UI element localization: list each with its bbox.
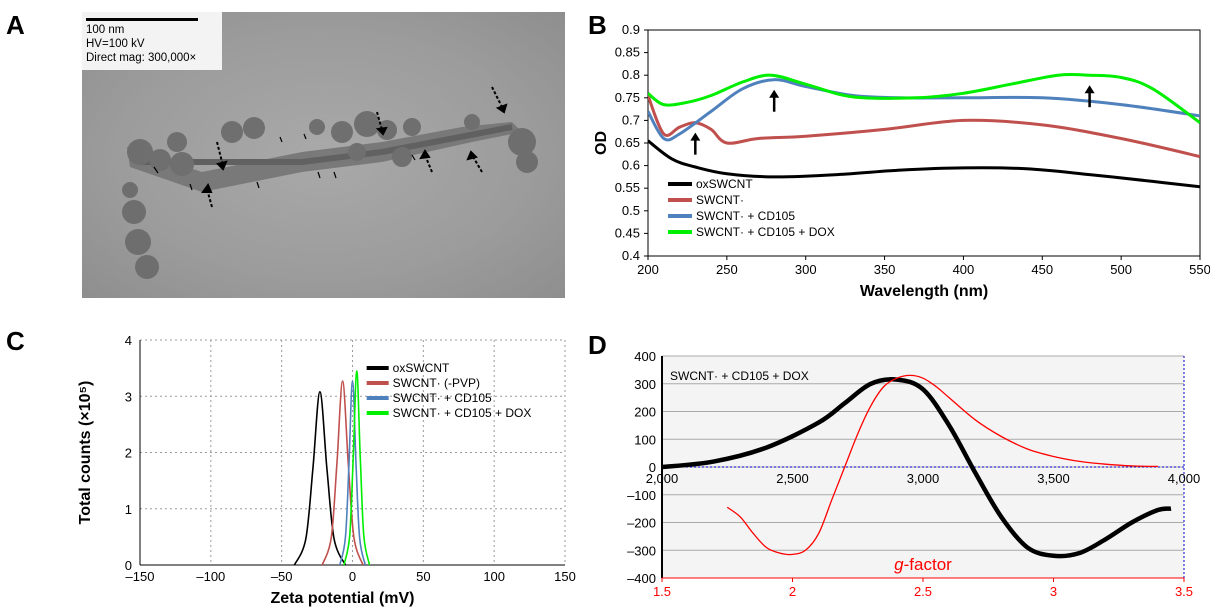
y-tick-label: 0.55 [615, 180, 640, 195]
voltage-label: HV=100 kV [86, 38, 145, 50]
y-tick-label: 300 [634, 377, 656, 392]
magnification-label: Direct mag: 300,000× [86, 52, 197, 64]
y-tick-label: 0.8 [622, 67, 640, 82]
series-line [648, 139, 1200, 189]
x-tick-label: –50 [271, 569, 293, 584]
tem-small-arrows [153, 133, 416, 191]
y-tick-label: 100 [634, 432, 656, 447]
x-tick-label: 50 [416, 569, 430, 584]
y-tick-label: 0.75 [615, 90, 640, 105]
y-tick-label: 0 [649, 460, 656, 475]
x-bottom-tick-label: 2 [789, 584, 796, 599]
y-tick-label: 0.65 [615, 135, 640, 150]
y-tick-label: 0.9 [622, 22, 640, 37]
series-line [726, 374, 1158, 556]
y-tick-label: 0.85 [615, 45, 640, 60]
y-tick-label: 0.5 [622, 203, 640, 218]
y-tick-label: 2 [125, 446, 132, 461]
arrow-head [690, 132, 701, 141]
x-top-tick-label: 4,000 [1168, 471, 1201, 486]
x-tick-label: 450 [1031, 262, 1053, 277]
series-peak [343, 370, 371, 566]
x-tick-label: 150 [554, 569, 576, 584]
x-axis-label: Wavelength (nm) [860, 283, 988, 300]
y-tick-label: 0.7 [622, 112, 640, 127]
arrow-head [769, 89, 780, 98]
legend-label: SWCNT· + CD105 + DOX [393, 406, 532, 420]
y-axis-label: OD [593, 131, 610, 155]
y-tick-label: 0.4 [622, 248, 640, 263]
x-tick-label: 400 [953, 262, 975, 277]
scale-bar-label: 100 nm [86, 24, 125, 36]
panel-letter-d: D [588, 330, 607, 360]
y-tick-label: 200 [634, 405, 656, 420]
x-tick-label: 300 [795, 262, 817, 277]
panel-letter-b: B [588, 10, 607, 40]
chart-annotation: SWCNT· + CD105 + DOX [670, 369, 809, 383]
y-tick-label: 0 [125, 558, 132, 573]
x-top-tick-label: 3,000 [907, 471, 940, 486]
x-top-tick-label: 3,500 [1037, 471, 1070, 486]
series-line [648, 94, 1200, 159]
series-line [648, 78, 1200, 142]
tem-image-drawing [122, 86, 538, 279]
y-tick-label: 0.6 [622, 158, 640, 173]
x-tick-label: 500 [1110, 262, 1132, 277]
legend-label: oxSWCNT [393, 361, 450, 375]
x-tick-label: 200 [637, 262, 659, 277]
series-peak [293, 390, 347, 566]
legend-label: SWCNT· (-PVP) [393, 376, 480, 390]
series-peak [321, 380, 364, 566]
x-tick-label: 250 [716, 262, 738, 277]
x-axis-label: g-factor [894, 555, 952, 574]
x-top-tick-label: 2,500 [776, 471, 809, 486]
nanotube-cluster [122, 111, 538, 279]
x-tick-label: 550 [1189, 262, 1210, 277]
tem-micrograph: 100 nm HV=100 kV Direct mag: 300,000× [82, 12, 565, 298]
x-bottom-tick-label: 2.5 [914, 584, 932, 599]
y-tick-label: –200 [627, 516, 656, 531]
y-tick-label: –300 [627, 543, 656, 558]
x-tick-label: 100 [483, 569, 505, 584]
legend-label: SWCNT· + CD105 [393, 391, 492, 405]
x-axis-label-italic: g [894, 555, 904, 574]
chart-c: –150 –100 –50 0 50 100 150 0 1 2 3 4 Zeta potential … [77, 333, 576, 607]
y-tick-label: 400 [634, 349, 656, 364]
x-bottom-tick-label: 1.5 [653, 584, 671, 599]
x-tick-label: –100 [196, 569, 225, 584]
y-tick-label: –400 [627, 571, 656, 586]
legend-label: oxSWCNT [696, 177, 753, 191]
chart-b: 0.4 0.45 0.5 0.55 0.6 0.65 0.7 0.75 0.8 0.85 0.9 20… [593, 22, 1210, 300]
x-tick-label: 350 [874, 262, 896, 277]
y-tick-label: 3 [125, 389, 132, 404]
x-bottom-tick-label: 3 [1050, 584, 1057, 599]
y-tick-label: 0.45 [615, 225, 640, 240]
y-tick-label: –100 [627, 488, 656, 503]
legend-label: SWCNT· + CD105 [696, 209, 795, 223]
chart-d: 400 300 200 100 0 –100 –200 –300 –400 2,000 2,500 3… [627, 349, 1201, 599]
x-axis-label: Zeta potential (mV) [270, 590, 414, 607]
x-axis-label-rest: -factor [904, 555, 953, 574]
x-tick-label: –150 [126, 569, 155, 584]
series-peak [339, 380, 367, 566]
legend-label: SWCNT· + CD105 + DOX [696, 225, 835, 239]
scale-bar-box: 100 nm HV=100 kV Direct mag: 300,000× [82, 12, 222, 70]
series-line [661, 377, 1172, 559]
y-axis-label: Total counts (×10⁵) [77, 381, 94, 525]
tem-arrows [201, 86, 508, 208]
panel-letter-a: A [6, 10, 25, 40]
x-top-tick-label: 2,000 [646, 471, 679, 486]
scale-bar [86, 18, 198, 21]
y-tick-label: 1 [125, 502, 132, 517]
x-tick-label: 0 [349, 569, 356, 584]
y-tick-label: 4 [125, 333, 132, 348]
panel-letter-c: C [6, 326, 25, 356]
x-bottom-tick-label: 3.5 [1175, 584, 1193, 599]
series-line [648, 72, 1200, 124]
arrow-head [1084, 85, 1095, 94]
legend-label: SWCNT· [696, 193, 744, 207]
